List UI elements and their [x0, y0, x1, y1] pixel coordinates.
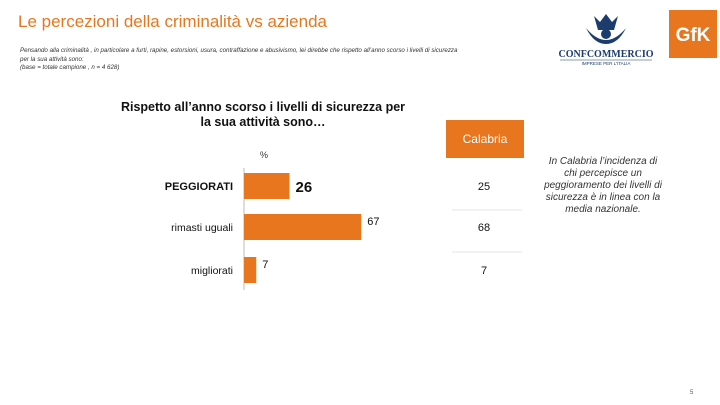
commentary-note: In Calabria l’incidenza di chi percepisc…: [544, 156, 662, 215]
question-line: (base = totale campione , n = 4 628): [20, 64, 120, 71]
confcommercio-subtitle: IMPRESE PER L'ITALIA: [582, 61, 631, 66]
regional-value: 7: [481, 265, 487, 277]
category-label: rimasti uguali: [171, 222, 233, 234]
page-number: 5: [690, 390, 694, 396]
question-line: per la sua attività sono:: [20, 55, 84, 63]
chart-title: Rispetto all’anno scorso i livelli di si…: [120, 100, 406, 129]
category-label: migliorati: [191, 265, 233, 277]
bar-value-label: 67: [367, 216, 379, 228]
gfk-logo: GfK: [669, 10, 717, 58]
question-text: Pensando alla criminalità , in particola…: [20, 47, 560, 73]
bar: [244, 257, 257, 283]
region-label: Calabria: [462, 132, 508, 146]
category-label: PEGGIORATI: [165, 181, 233, 193]
regional-value: 25: [478, 181, 490, 193]
bar-value-label: 7: [262, 259, 268, 271]
bar: [244, 173, 290, 199]
page-title: Le percezioni della criminalità vs azien…: [18, 12, 327, 31]
bar-value-label: 26: [296, 179, 313, 196]
unit-label: %: [260, 150, 268, 160]
gfk-wordmark: GfK: [676, 25, 711, 46]
question-line: Pensando alla criminalità , in particola…: [20, 47, 458, 54]
regional-value: 68: [478, 222, 490, 234]
bar: [244, 214, 362, 240]
region-header: Calabria: [446, 120, 524, 158]
confcommercio-wordmark: CONFCOMMERCIO: [559, 49, 654, 60]
confcommercio-logo: CONFCOMMERCIO IMPRESE PER L'ITALIA: [559, 14, 654, 66]
